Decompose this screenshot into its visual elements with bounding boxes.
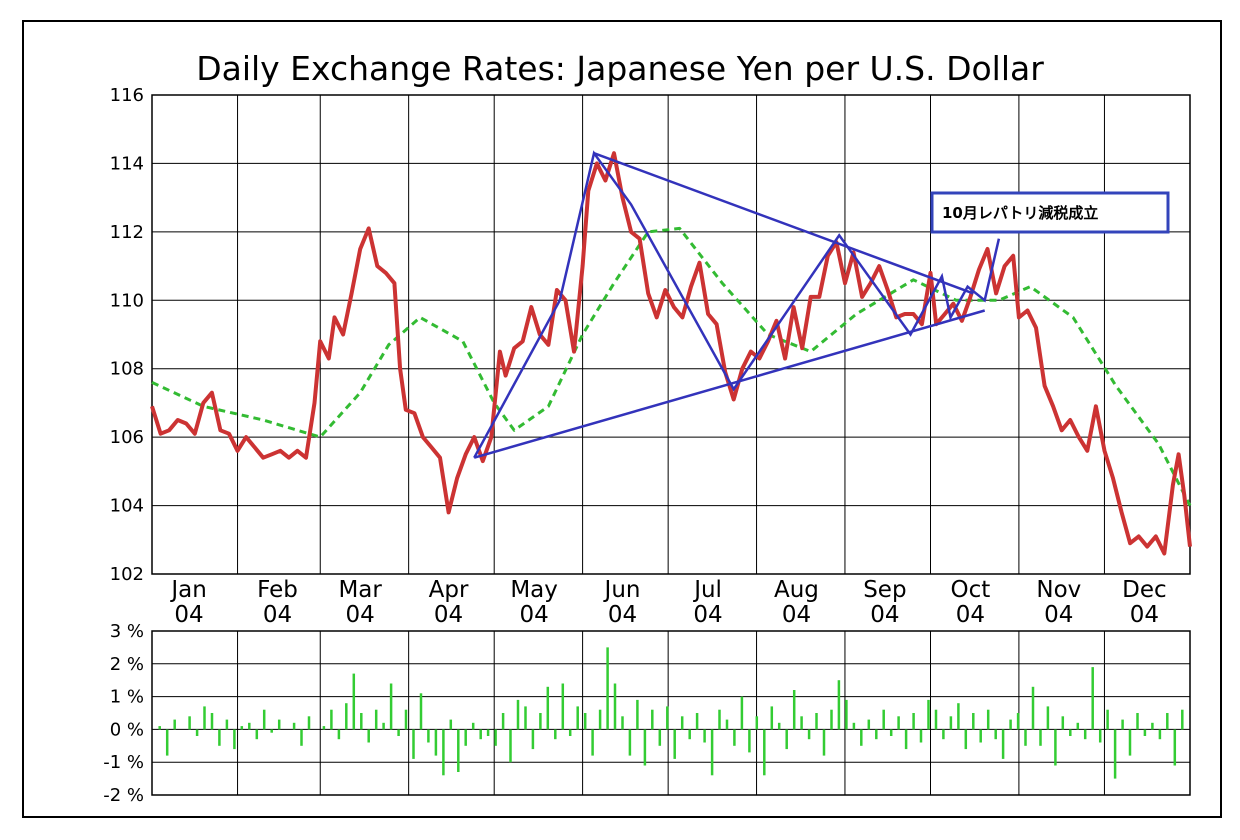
y-tick-label: 108 bbox=[110, 359, 144, 380]
year-label: 04 bbox=[693, 602, 722, 628]
annotation-box: 10月レパトリ減税成立 bbox=[930, 191, 1170, 234]
chart-title: Daily Exchange Rates: Japanese Yen per U… bbox=[196, 49, 1044, 88]
year-label: 04 bbox=[174, 602, 203, 628]
year-label: 04 bbox=[1044, 602, 1073, 628]
y-tick-label: 110 bbox=[110, 290, 144, 311]
sub-y-tick-label: 3 % bbox=[110, 621, 144, 642]
year-label: 04 bbox=[782, 602, 811, 628]
annotation-frame bbox=[930, 191, 1170, 234]
main-y-axis-ticks: 102 104 106 108 110 112 114 116 bbox=[110, 85, 144, 585]
year-label: 04 bbox=[608, 602, 637, 628]
annotation-text: 10月レパトリ減税成立 bbox=[942, 204, 1098, 222]
trend-polyline bbox=[473, 150, 1001, 459]
year-label: 04 bbox=[1130, 602, 1159, 628]
main-plot-grid bbox=[151, 94, 1191, 575]
y-tick-label: 114 bbox=[110, 153, 144, 174]
change-plot-grid bbox=[151, 630, 1191, 796]
year-label: 04 bbox=[870, 602, 899, 628]
sub-plot-border bbox=[151, 630, 1191, 796]
month-label: Feb bbox=[257, 577, 298, 603]
year-label: 04 bbox=[519, 602, 548, 628]
daily-change-bars bbox=[158, 647, 1184, 779]
month-label: May bbox=[510, 577, 558, 603]
month-label: Oct bbox=[951, 577, 991, 603]
moving-average-polyline bbox=[151, 226, 1192, 507]
year-label: 04 bbox=[434, 602, 463, 628]
exchange-rate-line bbox=[150, 151, 1192, 556]
sub-y-tick-label: -1 % bbox=[103, 752, 144, 773]
moving-average-line bbox=[151, 226, 1192, 507]
y-tick-label: 112 bbox=[110, 222, 144, 243]
sub-y-tick-label: 2 % bbox=[110, 654, 144, 675]
month-label: Nov bbox=[1036, 577, 1081, 603]
month-label: Jan bbox=[169, 577, 206, 603]
month-label: Mar bbox=[338, 577, 382, 603]
trend-polyline bbox=[473, 309, 986, 459]
trend-lines bbox=[473, 150, 1001, 459]
main-plot-border bbox=[151, 94, 1191, 575]
month-label: Jun bbox=[603, 577, 641, 603]
y-tick-label: 116 bbox=[110, 85, 144, 106]
change-y-axis-ticks: -2 % -1 % 0 % 1 % 2 % 3 % bbox=[103, 621, 144, 806]
year-label: 04 bbox=[346, 602, 375, 628]
month-label: Aug bbox=[774, 577, 819, 603]
sub-y-tick-label: 0 % bbox=[110, 719, 144, 740]
y-tick-label: 106 bbox=[110, 427, 144, 448]
month-label: Dec bbox=[1122, 577, 1167, 603]
x-axis-month-labels: Jan04Feb04Mar04Apr04May04Jun04Jul04Aug04… bbox=[169, 577, 1166, 628]
month-label: Apr bbox=[429, 577, 469, 603]
rate-polyline bbox=[150, 151, 1192, 556]
sub-y-tick-label: -2 % bbox=[103, 785, 144, 806]
month-label: Jul bbox=[692, 577, 722, 603]
y-tick-label: 102 bbox=[110, 564, 144, 585]
y-tick-label: 104 bbox=[110, 496, 144, 517]
month-label: Sep bbox=[863, 577, 906, 603]
year-label: 04 bbox=[263, 602, 292, 628]
trend-polyline bbox=[593, 152, 974, 295]
year-label: 04 bbox=[956, 602, 985, 628]
sub-y-tick-label: 1 % bbox=[110, 687, 144, 708]
chart-frame bbox=[22, 20, 1222, 818]
